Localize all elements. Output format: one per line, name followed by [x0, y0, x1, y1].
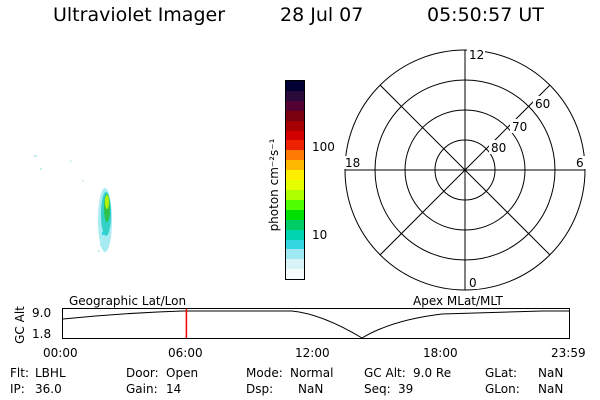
colorbar-tick-10: 10: [312, 228, 328, 242]
status-gain-label: Gain:: [126, 382, 158, 396]
status-flt-label: Flt:: [10, 366, 29, 380]
mlt-label-18: 18: [345, 156, 360, 170]
status-ip-label: IP:: [10, 382, 25, 396]
colorbar-segment: [286, 170, 304, 181]
page-title: Ultraviolet Imager: [53, 4, 226, 26]
status-dsp-label: Dsp:: [246, 382, 274, 396]
status-glon-value: NaN: [538, 382, 564, 396]
uv-image-panel: [34, 155, 112, 252]
altitude-curve: [62, 310, 569, 339]
status-door-label: Door:: [126, 366, 159, 380]
timeline-frame: [62, 308, 570, 339]
colorbar-segment: [286, 140, 304, 151]
colorbar-segment: [286, 269, 304, 280]
timeline-x-tick-0000: 00:00: [43, 346, 78, 360]
image-date: 28 Jul 07: [280, 4, 364, 26]
status-flt-value: LBHL: [35, 366, 66, 380]
polar-diagonal-2: [379, 84, 551, 256]
timeline-x-tick-1200: 12:00: [295, 346, 330, 360]
lat-label-60: 60: [535, 97, 550, 111]
colorbar-tick-100: 100: [312, 140, 335, 154]
colorbar-segment: [286, 249, 304, 260]
colorbar-segment: [286, 239, 304, 250]
colorbar-segment: [286, 209, 304, 220]
timeline-x-tick-1800: 18:00: [423, 346, 458, 360]
colorbar-segment: [286, 100, 304, 111]
status-gcalt-value: 9.0 Re: [413, 366, 452, 380]
timeline-x-tick-0600: 06:00: [168, 346, 203, 360]
colorbar-segment: [286, 219, 304, 230]
colorbar-segment: [286, 120, 304, 131]
status-glat-value: NaN: [538, 366, 564, 380]
lat-label-80: 80: [491, 141, 506, 155]
lat-label-70: 70: [512, 120, 527, 134]
status-gain-value: 14: [166, 382, 182, 396]
colorbar-segment: [286, 150, 304, 161]
colorbar-segment: [286, 189, 304, 200]
status-ip-value: 36.0: [35, 382, 62, 396]
altitude-timeline-plot: [62, 308, 570, 339]
mlt-label-6: 6: [576, 156, 584, 170]
timeline-left-caption: Geographic Lat/Lon: [69, 294, 187, 308]
colorbar-segment: [286, 180, 304, 190]
colorbar-segment: [286, 199, 304, 210]
colorbar-label: photon cm⁻²s⁻¹: [267, 138, 281, 232]
timeline-y-axis-label: GC Alt: [13, 306, 27, 344]
mlt-label-12: 12: [469, 48, 484, 62]
timeline-right-caption: Apex MLat/MLT: [413, 294, 503, 308]
colorbar-segment: [286, 229, 304, 240]
image-time: 05:50:57 UT: [427, 4, 544, 26]
status-seq-value: 39: [398, 382, 414, 396]
timeline-x-tick-2359: 23:59: [551, 346, 586, 360]
status-dsp-value: NaN: [298, 382, 324, 396]
status-seq-label: Seq:: [364, 382, 391, 396]
mlt-label-0: 0: [469, 276, 477, 290]
colorbar-segment: [286, 259, 304, 270]
colorbar-segment: [286, 160, 304, 171]
auroral-emission-blob: [34, 155, 112, 252]
colorbar-segment: [286, 81, 304, 91]
status-mode-value: Normal: [290, 366, 334, 380]
status-mode-label: Mode:: [246, 366, 283, 380]
timeline-y-tick-1-8: 1.8: [32, 327, 52, 341]
status-door-value: Open: [166, 366, 199, 380]
polar-plot: 12 18 6 0 60 70 80: [343, 47, 588, 291]
colorbar: [285, 80, 305, 280]
status-gcalt-label: GC Alt:: [364, 366, 406, 380]
status-glon-label: GLon:: [485, 382, 520, 396]
colorbar-segment: [286, 130, 304, 141]
colorbar-segment: [286, 90, 304, 101]
timeline-y-tick-9: 9.0: [32, 306, 52, 320]
colorbar-segment: [286, 110, 304, 121]
status-glat-label: GLat:: [485, 366, 518, 380]
